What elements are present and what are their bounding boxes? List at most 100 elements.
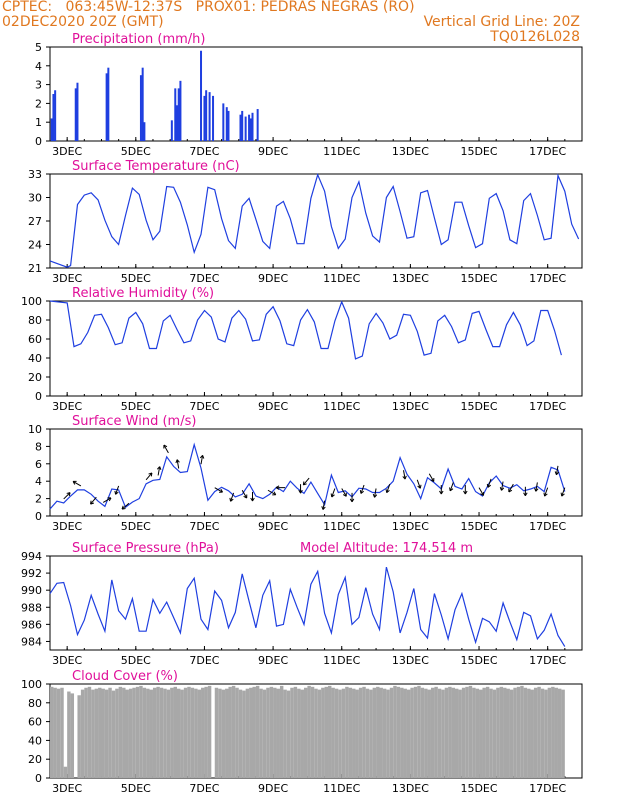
- x-tick-label: 13DEC: [392, 520, 429, 533]
- bar: [180, 689, 184, 778]
- bar: [244, 116, 247, 141]
- bar: [427, 689, 431, 778]
- bar: [53, 687, 57, 778]
- bar: [358, 687, 363, 778]
- x-tick-label: 15DEC: [460, 272, 497, 285]
- bar: [170, 687, 174, 778]
- wind-arrow-head: [439, 490, 444, 495]
- y-tick-label: 990: [21, 584, 42, 597]
- bar: [225, 107, 228, 141]
- x-tick-label: 5DEC: [121, 272, 151, 285]
- wind-arrow-head: [560, 492, 565, 497]
- wind-arrow: [163, 444, 169, 454]
- bar: [70, 693, 75, 778]
- x-tick-label: 11DEC: [323, 145, 360, 158]
- bar: [67, 691, 71, 778]
- wind-arrow-head: [554, 471, 560, 476]
- bar: [503, 687, 507, 778]
- x-tick-label: 11DEC: [323, 654, 360, 667]
- bar: [235, 687, 239, 778]
- bar: [74, 88, 77, 141]
- x-tick-label: 17DEC: [529, 654, 566, 667]
- y-tick-label: 40: [28, 734, 42, 747]
- bar: [451, 687, 456, 778]
- x-tick-label: 17DEC: [529, 782, 566, 795]
- x-tick-label: 5DEC: [121, 520, 151, 533]
- x-tick-label: 7DEC: [189, 400, 219, 413]
- bar: [328, 685, 332, 778]
- bar: [128, 688, 133, 778]
- wind-arrow-head: [499, 486, 505, 491]
- x-tick-label: 17DEC: [529, 145, 566, 158]
- bar: [516, 686, 521, 778]
- bar: [362, 686, 366, 778]
- bar: [396, 686, 401, 778]
- bar: [279, 685, 284, 778]
- bar: [520, 685, 524, 778]
- bar: [321, 687, 325, 778]
- wind-arrow-head: [486, 483, 492, 488]
- bar: [273, 687, 277, 778]
- bar: [530, 689, 534, 778]
- x-tick-label: 9DEC: [258, 654, 288, 667]
- bar: [227, 110, 230, 141]
- x-tick-label: 11DEC: [323, 520, 360, 533]
- bar: [201, 687, 205, 778]
- bar: [63, 766, 68, 778]
- bar: [485, 686, 490, 778]
- panel-5: Cloud Cover (%) 0 20 40 60 80 100 3DEC 5DEC 7DEC 9…: [21, 669, 583, 795]
- wind-arrow: [561, 487, 566, 497]
- x-tick-label: 13DEC: [392, 400, 429, 413]
- x-tick-label: 9DEC: [258, 272, 288, 285]
- x-tick-label: 9DEC: [258, 782, 288, 795]
- bar: [173, 686, 177, 778]
- bar: [455, 688, 459, 778]
- wind-arrow-head: [275, 485, 280, 490]
- bar: [56, 688, 61, 778]
- wind-arrow: [386, 483, 391, 493]
- y-tick-label: 60: [28, 716, 42, 729]
- bar: [348, 687, 353, 778]
- wind-arrow: [145, 472, 153, 481]
- y-tick-label: 4: [35, 475, 42, 488]
- wind-arrow: [555, 465, 559, 475]
- bar: [345, 686, 349, 778]
- bar: [365, 688, 370, 778]
- bar: [249, 118, 252, 141]
- bar: [190, 687, 195, 778]
- bar: [314, 688, 318, 778]
- wind-arrow: [428, 473, 435, 482]
- bar: [324, 686, 329, 778]
- bar: [424, 688, 428, 778]
- bar: [241, 110, 244, 141]
- y-tick-label: 8: [35, 440, 42, 453]
- wind-arrow-head: [480, 491, 485, 496]
- x-tick-label: 13DEC: [392, 272, 429, 285]
- x-tick-label: 9DEC: [258, 520, 288, 533]
- bar: [152, 687, 157, 778]
- bar: [262, 689, 267, 778]
- wind-arrow-head: [148, 472, 153, 477]
- bar: [50, 118, 53, 141]
- bar: [166, 689, 171, 778]
- y-tick-label: 2: [35, 493, 42, 506]
- bar: [212, 95, 215, 141]
- bar: [527, 688, 531, 778]
- wind-arrow: [157, 466, 161, 476]
- x-tick-label: 3DEC: [52, 782, 82, 795]
- bar: [107, 67, 110, 141]
- bar: [159, 687, 164, 778]
- bar: [437, 688, 442, 778]
- bar: [448, 686, 452, 778]
- bar: [492, 689, 497, 778]
- bar: [499, 686, 504, 778]
- x-tick-label: 7DEC: [189, 654, 219, 667]
- bar: [87, 686, 92, 778]
- wind-arrow-head: [302, 481, 307, 486]
- bar: [413, 686, 418, 778]
- wind-arrow-head: [121, 505, 126, 510]
- bar: [297, 688, 301, 778]
- wind-arrow: [341, 488, 347, 497]
- bar: [163, 688, 167, 778]
- bar: [540, 688, 545, 778]
